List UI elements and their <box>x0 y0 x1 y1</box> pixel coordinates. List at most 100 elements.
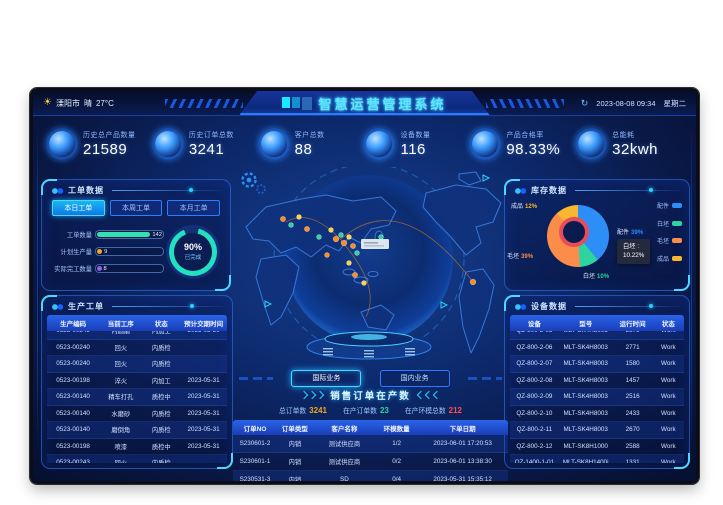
tab-today-workorders[interactable]: 本日工单 <box>52 200 105 216</box>
orb-icon <box>472 131 499 157</box>
table-row[interactable]: 0523-00240 回火 内质检 <box>47 356 227 373</box>
table-cell: 回火 <box>114 344 128 352</box>
stat-inproduction-dies: 在产环模总数 212 <box>404 405 462 416</box>
table-row[interactable]: QZ-800-2-05MLT-SK4H80032879Work <box>510 331 684 340</box>
table-cell: 1/2 <box>392 440 401 447</box>
table-cell: 质检中 <box>151 443 171 451</box>
kpi-row: 历史总产品数量 21589 历史订单总数 3241 客户总数 88 设备数量 116 产… <box>49 118 684 170</box>
legend-item[interactable]: 成品 <box>657 254 682 263</box>
table-cell: 内加工 <box>151 331 171 336</box>
international-business-button[interactable]: 国际业务 <box>291 369 362 387</box>
bar-fill <box>97 249 103 254</box>
legend-item[interactable]: 白坯 <box>657 219 682 228</box>
tooltip-label: 白坯 : <box>623 243 640 250</box>
table-row[interactable]: 0523-00245 内圆磨 内加工 2023-05-30 <box>47 331 227 340</box>
table-row[interactable]: QZ-800-2-11 MLT-SK4H8003 2670 Work <box>510 422 684 439</box>
bar-value: 8 <box>103 265 107 272</box>
table-cell: 0523-00198 <box>56 376 90 384</box>
table-cell: Work <box>661 360 676 368</box>
world-map[interactable] <box>231 163 508 371</box>
bar-label: 实际完工数量 <box>54 266 92 273</box>
table-row[interactable]: S230601-1 内销 测试供应商 0/2 2023-06-01 13:38:30 <box>233 453 508 471</box>
kpi-label: 客户总数 <box>294 132 325 139</box>
table-row[interactable]: S230601-2 内销 测试供应商 1/2 2023-06-01 17:20:53 <box>233 435 508 453</box>
table-cell: 内质检 <box>151 344 171 352</box>
title-band: 智慧运营管理系统 <box>239 91 490 115</box>
table-row[interactable]: 0523-00198 淬火 内加工 2023-05-31 <box>47 373 227 389</box>
table-cell: 0523-00140 <box>56 393 90 401</box>
column-header: 状态 <box>154 321 168 328</box>
table-cell: MLT-SK4H8003 <box>563 393 608 401</box>
table-cell: Work <box>661 393 676 401</box>
table-row[interactable]: QZ-800-2-12 MLT-SK8H1000 2588 Work <box>510 439 684 455</box>
top-header: ☀ 溧阳市 晴 27°C 智慧运营管理系统 ↻ 2023-08-08 09:34… <box>33 91 696 116</box>
donut-hole <box>559 217 589 247</box>
legend-swatch <box>672 255 682 261</box>
table-cell: 2023-05-31 <box>187 442 220 450</box>
slice-label-raw-blank: 毛坯 39% <box>507 254 534 260</box>
tab-week-workorders[interactable]: 本周工单 <box>109 200 163 216</box>
panel-chain-icon <box>514 186 527 195</box>
table-row[interactable]: QZ-1400-1-01 MLT-SK8H1400i 1331 Work <box>510 455 684 463</box>
production-table-body[interactable]: 0523-00245内圆磨内加工2023-05-300523-00240回火内质… <box>47 331 227 463</box>
table-row[interactable]: 0523-00140 水磨砂 内质检 2023-05-31 <box>47 406 227 422</box>
kpi-total-customers: 客户总数 88 <box>260 118 367 170</box>
legend-swatch <box>672 203 682 208</box>
gauge-value: 90% <box>183 242 202 252</box>
column-header: 预计交期时间 <box>184 321 224 328</box>
completion-gauge: 90% 已完成 <box>169 227 217 276</box>
map-graphic <box>241 163 502 360</box>
table-cell: 精车打孔 <box>108 394 134 402</box>
legend-swatch <box>672 238 682 243</box>
table-row[interactable]: QZ-800-2-06 MLT-SK4H8003 2771 Work <box>510 340 684 356</box>
dash-decoration <box>467 376 502 380</box>
domestic-business-button[interactable]: 国内业务 <box>379 369 450 387</box>
legend-item[interactable]: 毛坯 <box>657 236 682 245</box>
kpi-pass-rate: 产品合格率 98.33% <box>472 118 578 170</box>
table-cell: 0/4 <box>392 476 401 483</box>
table-row[interactable]: QZ-800-2-07 MLT-SK4H8003 1580 Work <box>510 356 684 373</box>
table-cell: 2023-05-31 <box>187 426 220 434</box>
table-cell: QZ-800-2-06 <box>516 343 553 351</box>
table-row[interactable]: S230531-3 内销 SD 0/4 2023-05-31 15:35:12 <box>233 471 508 483</box>
tab-month-workorders[interactable]: 本月工单 <box>167 200 221 216</box>
device-table-body[interactable]: QZ-800-2-05MLT-SK4H80032879Work QZ-800-2-… <box>510 331 684 463</box>
table-cell: 质检中 <box>151 394 171 402</box>
refresh-icon[interactable]: ↻ <box>580 97 589 108</box>
table-row[interactable]: 0523-00198 喷漆 质检中 2023-05-31 <box>47 439 227 455</box>
table-cell: MLT-SK4H8003 <box>563 426 608 434</box>
table-row[interactable]: 0523-00140 精车打孔 质检中 2023-05-31 <box>47 389 227 406</box>
table-cell: 2588 <box>625 442 640 450</box>
table-cell: 1331 <box>625 459 640 463</box>
dashboard-screen: ☀ 溧阳市 晴 27°C 智慧运营管理系统 ↻ 2023-08-08 09:34… <box>30 88 699 484</box>
sales-title: 销售订单在产数 <box>330 391 411 402</box>
table-cell: MLT-SK4H8003 <box>563 343 608 351</box>
workorder-body: 工单数量 142 计划生产量 9 实际完工数量 8 90% 已完成 <box>42 218 230 281</box>
bar-planned-output: 计划生产量 9 <box>48 247 164 256</box>
column-header: 当前工序 <box>107 321 134 328</box>
bar-value: 9 <box>104 248 108 255</box>
table-row[interactable]: 0523-00240 回火 内质检 <box>47 340 227 356</box>
table-cell: 2023-06-01 17:20:53 <box>433 440 492 447</box>
header-hatch-left <box>165 99 243 108</box>
table-cell: 0523-00140 <box>56 426 90 434</box>
table-row[interactable]: QZ-800-2-08 MLT-SK4H8003 1457 Work <box>510 373 684 389</box>
table-cell: S230531-3 <box>239 476 271 483</box>
table-cell: 2023-05-30 <box>180 331 227 334</box>
kpi-label: 历史订单总数 <box>188 132 234 139</box>
table-cell: 磨倒角 <box>111 427 131 435</box>
sales-table-body[interactable]: S230601-2 内销 测试供应商 1/2 2023-06-01 17:20:53 S2… <box>233 435 508 483</box>
production-table-header: 生产编码 当前工序 状态 预计交期时间 <box>47 315 227 331</box>
inventory-panel: 库存数据 成品 12% 配件 39% 白坯 10% 毛坯 39% 配件 白坯 毛坯 成品… <box>504 179 690 291</box>
date-label: 2023-08-08 09:34 <box>596 98 656 108</box>
legend-item[interactable]: 配件 <box>657 201 682 210</box>
dash-decoration <box>239 376 273 380</box>
chevrons-left-icon <box>416 390 441 400</box>
kpi-value: 32kwh <box>612 141 658 158</box>
table-row[interactable]: QZ-800-2-10 MLT-SK4H8003 2433 Work <box>510 406 684 422</box>
table-row[interactable]: 0523-00140 磨倒角 内质检 2023-05-31 <box>47 422 227 439</box>
table-cell: QZ-800-2-08 <box>516 376 553 384</box>
table-row[interactable]: QZ-800-2-09 MLT-SK4H8003 2516 Work <box>510 389 684 406</box>
column-header: 下单日期 <box>449 425 476 433</box>
